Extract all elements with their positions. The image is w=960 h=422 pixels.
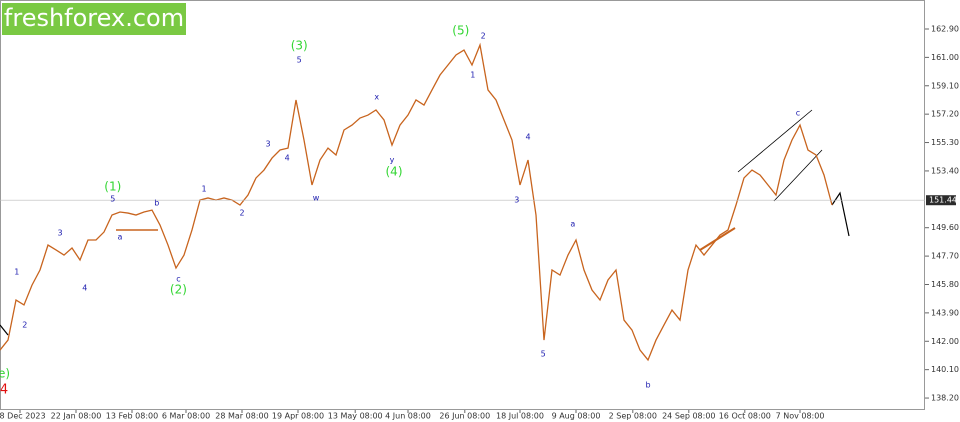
wave-label: 3 (57, 228, 62, 237)
y-tick-label: 138.20 (931, 394, 959, 403)
x-tick-label: 22 Jan 08:00 (51, 412, 102, 421)
y-tick-label: 147.70 (931, 252, 959, 261)
wave-label: x (374, 92, 379, 101)
projection (831, 191, 850, 237)
x-tick-label: 13 Feb 08:00 (106, 412, 158, 421)
y-tick-label: 140.10 (931, 365, 959, 374)
wave-label: e) (0, 366, 10, 380)
x-tick-label: 13 May 08:00 (328, 412, 383, 421)
projection (0, 324, 9, 336)
y-tick-label: 161.00 (931, 53, 959, 62)
wave-label: 4 (285, 153, 290, 162)
wave-label: 1 (201, 185, 206, 194)
x-tick-label: 4 Jun 08:00 (385, 412, 431, 421)
x-tick-label: 16 Oct 08:00 (719, 412, 771, 421)
y-tick-label: 153.40 (931, 166, 959, 175)
wave-label: 4 (82, 284, 87, 293)
wave-label: w (313, 193, 320, 202)
wave-label: c (176, 274, 180, 283)
trend-line (773, 149, 823, 202)
last-price-box (926, 195, 956, 206)
wave-label: a (570, 219, 575, 228)
y-tick-label: 157.20 (931, 110, 959, 119)
x-tick-label: 9 Aug 08:00 (552, 412, 601, 421)
wave-label: 5 (541, 349, 546, 358)
trend-line (737, 109, 813, 173)
wave-label: c (796, 108, 800, 117)
wave-label: a (118, 232, 123, 241)
price-line (0, 42, 833, 362)
x-tick-label: 28 Mar 08:00 (215, 412, 268, 421)
wave-label: 4 (0, 382, 8, 397)
wave-label: 5 (297, 56, 302, 65)
wave-label: 2 (481, 32, 486, 41)
y-tick-label: 142.00 (931, 337, 959, 346)
x-tick-label: 7 Nov 08:00 (776, 412, 825, 421)
x-tick-label: 26 Jun 08:00 (439, 412, 490, 421)
wave-label: 1 (470, 71, 475, 80)
wave-label: (2) (170, 283, 187, 297)
y-tick-label: 149.60 (931, 223, 959, 232)
wave-label: 5 (110, 195, 115, 204)
wave-label: b (645, 381, 650, 390)
wave-label: (4) (386, 164, 403, 178)
x-tick-label: 28 Dec 2023 (0, 412, 46, 421)
wave-label: (3) (291, 39, 308, 53)
x-tick-label: 6 Mar 08:00 (162, 412, 210, 421)
logo: freshforex.com (4, 4, 184, 32)
wave-label: b (154, 199, 159, 208)
wave-label: 2 (239, 209, 244, 218)
plot-frame (0, 0, 925, 410)
wave-label: 4 (525, 133, 530, 142)
wave-label: 3 (514, 196, 519, 205)
logo-box (2, 3, 186, 35)
y-tick-label: 159.10 (931, 81, 959, 90)
y-tick-label: 162.90 (931, 24, 959, 33)
y-tick-label: 143.90 (931, 308, 959, 317)
last-price-label: 151.44 (929, 196, 957, 205)
x-tick-label: 2 Sep 08:00 (609, 412, 657, 421)
wave-label: 3 (265, 140, 270, 149)
y-tick-label: 145.80 (931, 280, 959, 289)
wave-label: (5) (452, 23, 469, 37)
wave-label: 2 (22, 320, 27, 329)
x-tick-label: 18 Jul 08:00 (496, 412, 544, 421)
wave-label: 1 (14, 267, 19, 276)
wave-label: (1) (104, 180, 121, 194)
wave-label: y (390, 156, 395, 165)
y-tick-label: 155.30 (931, 138, 959, 147)
x-tick-label: 24 Sep 08:00 (662, 412, 715, 421)
x-tick-label: 19 Apr 08:00 (272, 412, 324, 421)
